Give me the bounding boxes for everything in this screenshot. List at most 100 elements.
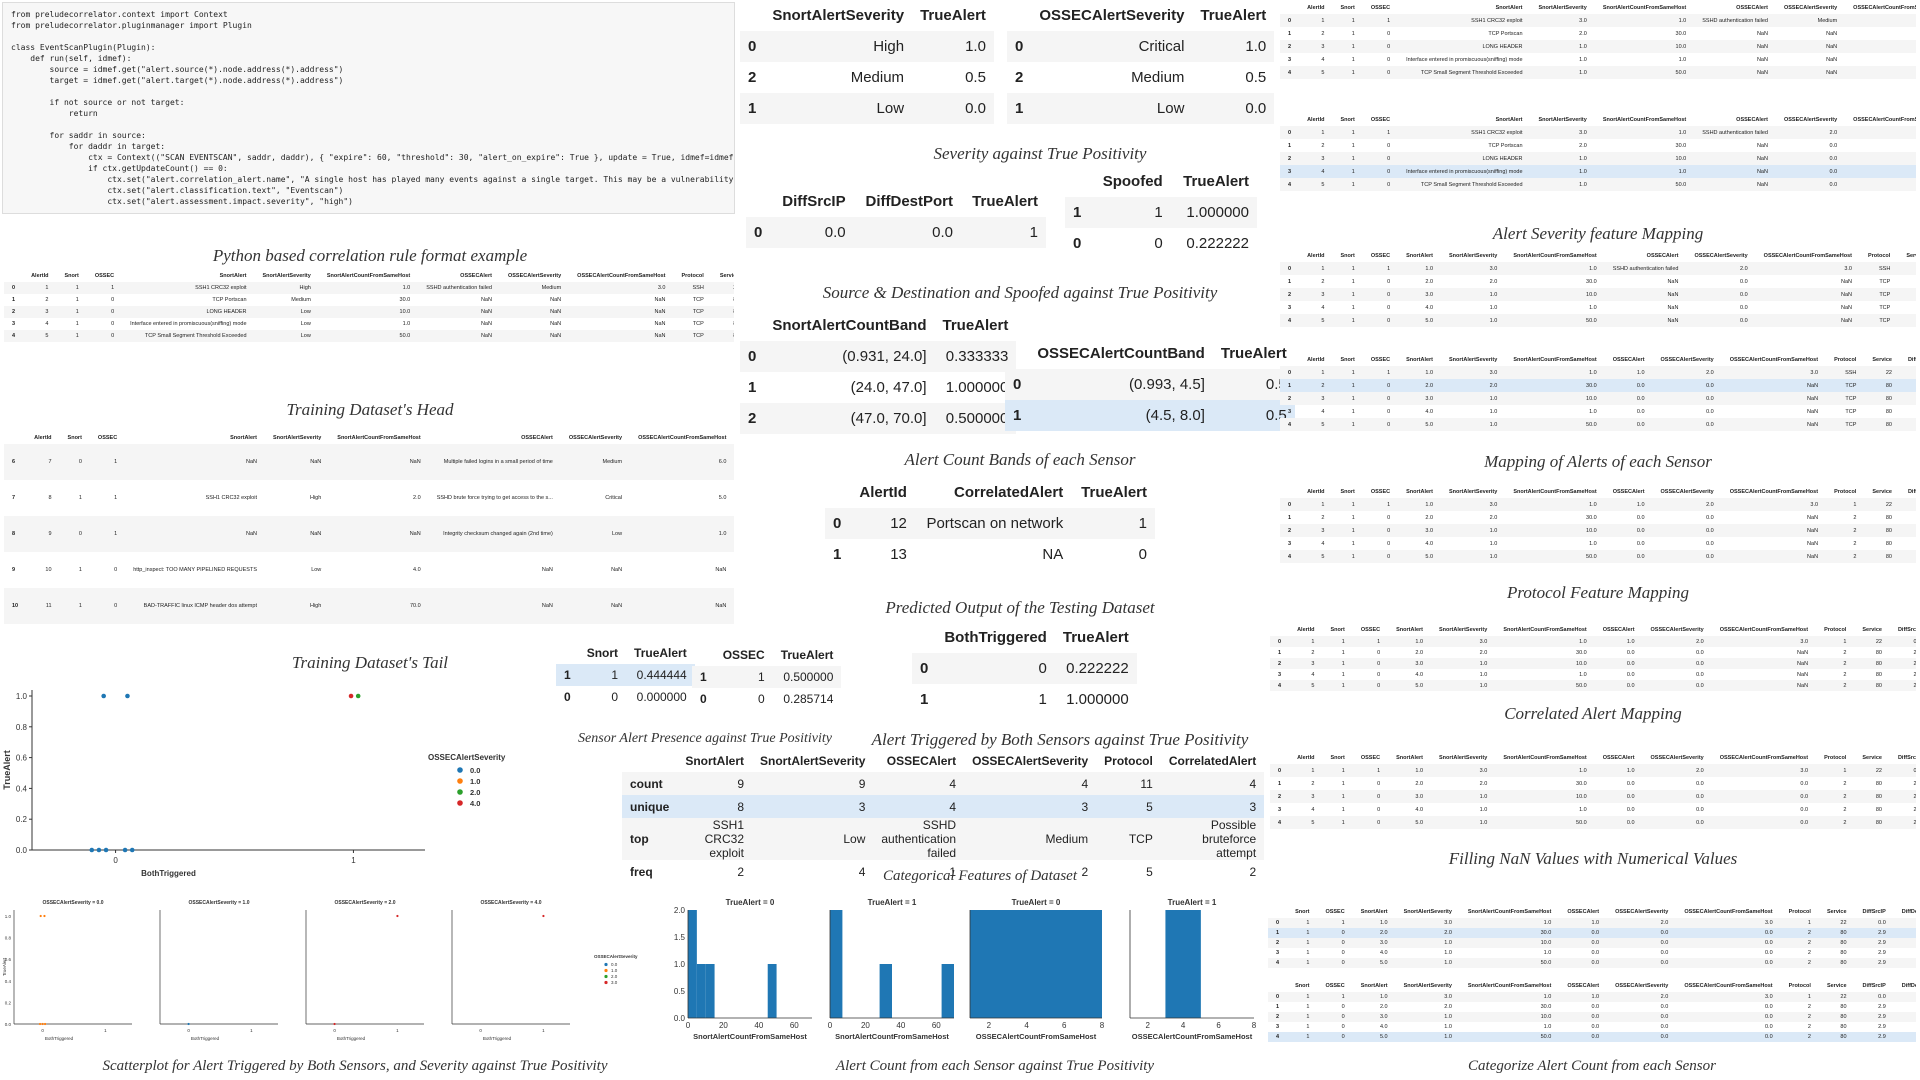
- table-cell: NaN: [1756, 56, 1768, 63]
- column-header: OSSECAlertSeverity: [1650, 627, 1704, 633]
- table-cell: 0.0: [1660, 930, 1669, 936]
- row-index: 1: [1015, 100, 1024, 117]
- table-cell: 10.0: [1540, 940, 1552, 946]
- table-cell: 1: [1341, 649, 1345, 656]
- x-tick-label: 60: [932, 1021, 941, 1030]
- table-cell: 80: [1840, 930, 1847, 936]
- table-cell: Low: [300, 333, 311, 339]
- column-header: Snort: [1330, 627, 1345, 633]
- table-cell: 4: [1081, 776, 1089, 791]
- facet-title: OSSECAlertSeverity = 2.0: [334, 900, 395, 906]
- row-index: 4: [1278, 682, 1282, 689]
- table-cell: 3.0: [1425, 395, 1434, 402]
- row-index: 2: [1288, 43, 1292, 50]
- table-row: 0 1 1 1 SSH1 CRC32 exploit 3.0 1.0 SSHD authent…: [1280, 126, 1916, 139]
- column-header: AlertId: [1307, 117, 1325, 123]
- table-cell: 2.0: [1696, 638, 1704, 645]
- table-cell: TCP: [1879, 317, 1891, 324]
- table-cell: 3: [1321, 291, 1325, 298]
- table-cell: NaN: [715, 567, 727, 573]
- table-cell: 3.0: [1425, 527, 1434, 534]
- column-header: Protocol: [1834, 489, 1857, 495]
- column-header: Service: [1862, 755, 1882, 761]
- table-cell: 0: [1387, 527, 1391, 534]
- table-cell: 0: [1387, 514, 1391, 521]
- table-cell: 80: [1875, 806, 1882, 813]
- table-cell: 1: [1351, 129, 1355, 136]
- table-cell: Low: [611, 531, 623, 537]
- x-tick-label: 0: [686, 1021, 691, 1030]
- table-cell: 0.0: [1764, 930, 1773, 936]
- table-cell: 2.0: [1660, 994, 1669, 1000]
- table-cell: 2: [1321, 382, 1325, 389]
- column-header: Service: [1826, 983, 1847, 989]
- table-cell: NaN: [654, 309, 666, 315]
- table-cell: 0: [611, 690, 619, 704]
- table-cell: 2.9: [1913, 806, 1916, 813]
- histogram-grid: TrueAlert = 00.00.51.01.52.00 20 40 60Snort…: [674, 898, 1257, 1041]
- table-cell: 3.0: [1379, 940, 1388, 946]
- table-cell: NaN: [1845, 139, 1916, 152]
- table-cell: Interface entered in promiscuous(sniffin…: [1406, 56, 1523, 63]
- histogram-title: TrueAlert = 0: [1012, 898, 1061, 907]
- row-index: 0: [12, 285, 16, 291]
- row-index: 2: [1288, 291, 1292, 298]
- column-header: AlertId: [31, 273, 49, 279]
- column-header: SnortAlert: [230, 435, 257, 441]
- table-row: count 9 9 4 4 11 4: [622, 772, 1265, 795]
- column-header: Snort: [64, 273, 79, 279]
- table-cell: BAD-TRAFFIC linux ICMP header dos attemp…: [143, 603, 257, 609]
- table-row: 0 0.0 0.0 1: [746, 217, 1046, 248]
- legend-title: OSSECAlertSeverity: [428, 753, 506, 762]
- y-tick-label: 0.0: [5, 1022, 12, 1027]
- table-cell: SSHD authentication failed: [1702, 129, 1768, 136]
- table-cell: LONG HEADER: [1482, 43, 1523, 50]
- column-header: Service: [1826, 909, 1847, 915]
- table-cell: 0: [1387, 291, 1391, 298]
- table-cell: 50.0: [1586, 317, 1597, 324]
- x-tick-label: 1: [250, 1028, 253, 1033]
- column-header: SnortAlert: [219, 273, 247, 279]
- table-cell: 1.0: [1579, 767, 1587, 774]
- table-cell: 22: [1898, 262, 1916, 275]
- table-cell: 3: [1311, 793, 1315, 800]
- table-cell: 5: [1311, 682, 1315, 689]
- table-cell: 4.0: [1425, 304, 1434, 311]
- table-cell: 1.0: [1579, 155, 1587, 162]
- table-cell: 1: [1321, 265, 1325, 272]
- table-cell: NaN: [1900, 418, 1916, 431]
- column-header: DiffDestPort: [1901, 909, 1916, 915]
- table-cell: 22: [1885, 501, 1892, 508]
- table-cell: 1.0: [1626, 638, 1635, 645]
- table-cell: 0.0: [1591, 1034, 1600, 1040]
- table-cell: 80: [1875, 682, 1882, 689]
- y-tick-label: 0.4: [16, 784, 28, 793]
- table-cell: 0: [1387, 382, 1391, 389]
- table-cell: 10.0: [1586, 527, 1597, 534]
- legend-label: 3.0: [611, 980, 618, 985]
- row-index: 2: [1276, 940, 1280, 946]
- caption-catcount: Categorize Alert Count from each Sensor: [1468, 1058, 1716, 1074]
- table-cell: TCP: [1845, 421, 1857, 428]
- code-line: from preludecorrelator.pluginmanager imp…: [11, 21, 252, 30]
- table-cell: 2: [1321, 514, 1325, 521]
- table-cell: NaN: [1756, 69, 1768, 76]
- table-cell: 2.0: [1706, 369, 1714, 376]
- y-tick-label: 1.0: [16, 692, 28, 701]
- table-cell: 1.000000: [945, 379, 1009, 396]
- table-cell: 2: [1843, 819, 1847, 826]
- table-cell: Integrity checksum changed again (2nd ti…: [443, 531, 553, 537]
- caption-presence: Sensor Alert Presence against True Posit…: [578, 731, 832, 746]
- table-cell: 1.0: [1589, 304, 1597, 311]
- table-cell: 0.0: [1626, 671, 1635, 678]
- table-cell: 1: [1321, 501, 1325, 508]
- code-line: if not source or not target:: [11, 98, 185, 107]
- column-header: Snort: [1340, 357, 1355, 363]
- scatter-point: [542, 914, 545, 918]
- table-row: 12102.02.030.0NaN0.0NaNTCP80NaNNaN0Ports…: [1280, 275, 1916, 288]
- table-cell: 0: [1377, 819, 1381, 826]
- table-cell: 2: [1843, 780, 1847, 787]
- code-line: ctx.set("alert.assessment.impact.severit…: [11, 197, 353, 206]
- table-cell: 50.0: [1540, 960, 1552, 966]
